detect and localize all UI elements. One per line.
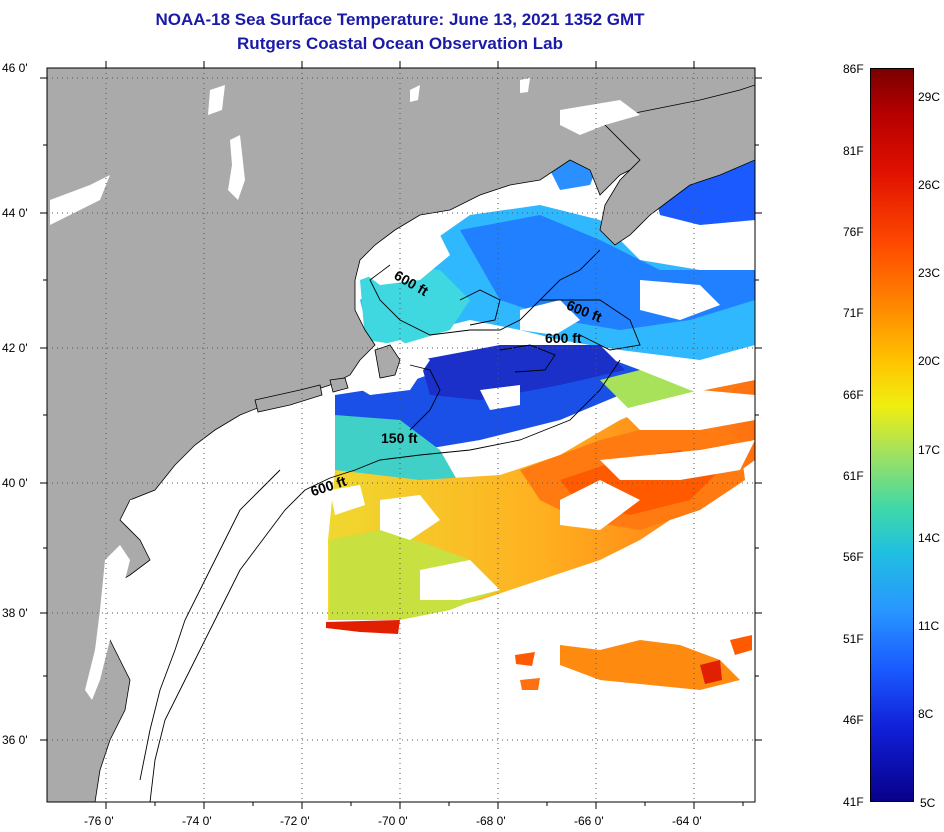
colorbar-c-11: 11C: [918, 619, 940, 633]
colorbar-c-8: 8C: [918, 707, 934, 721]
colorbar-f-51: 51F: [843, 632, 864, 646]
colorbar-f-76: 76F: [843, 225, 864, 239]
lon-label-74: -74 0': [182, 814, 212, 828]
map-subtitle: Rutgers Coastal Ocean Observation Lab: [237, 34, 563, 53]
lat-label-40: 40 0': [2, 476, 28, 490]
lon-label-72: -72 0': [280, 814, 310, 828]
lat-label-36: 36 0': [2, 733, 28, 747]
colorbar-c-26: 26C: [918, 178, 941, 192]
map-title: NOAA-18 Sea Surface Temperature: June 13…: [155, 10, 645, 29]
colorbar-c-20: 20C: [918, 354, 941, 368]
colorbar-c-23: 23C: [918, 266, 941, 280]
inland-water: [50, 78, 640, 700]
colorbar-f-81: 81F: [843, 144, 864, 158]
colorbar-c-29: 29C: [918, 90, 941, 104]
colorbar-f-41: 41F: [843, 795, 864, 809]
longitude-ticks: [105, 61, 744, 809]
graticule: [47, 68, 755, 802]
temperature-colorbar: [870, 68, 914, 802]
colorbar-c-14: 14C: [918, 531, 941, 545]
lat-label-42: 42 0': [2, 341, 28, 355]
lon-label-66: -66 0': [574, 814, 604, 828]
lat-label-46: 46 0': [2, 61, 28, 75]
colorbar-c-5: 5C: [920, 796, 936, 810]
colorbar-f-66: 66F: [843, 388, 864, 402]
colorbar-f-56: 56F: [843, 550, 864, 564]
colorbar-f-61: 61F: [843, 469, 864, 483]
contour-label-150ft: 150 ft: [381, 430, 418, 446]
colorbar-f-46: 46F: [843, 713, 864, 727]
colorbar-f-86: 86F: [843, 62, 864, 76]
cloud-mask: [330, 235, 755, 600]
latitude-ticks: [40, 77, 762, 741]
lon-label-76: -76 0': [84, 814, 114, 828]
colorbar-f-71: 71F: [843, 306, 864, 320]
lon-label-64: -64 0': [672, 814, 702, 828]
lat-label-38: 38 0': [2, 606, 28, 620]
colorbar-c-17: 17C: [918, 443, 941, 457]
lat-label-44: 44 0': [2, 206, 28, 220]
lon-label-70: -70 0': [378, 814, 408, 828]
lon-label-68: -68 0': [476, 814, 506, 828]
contour-label-600ft-mid: 600 ft: [545, 330, 582, 346]
bathymetry-contours: [139, 249, 641, 802]
